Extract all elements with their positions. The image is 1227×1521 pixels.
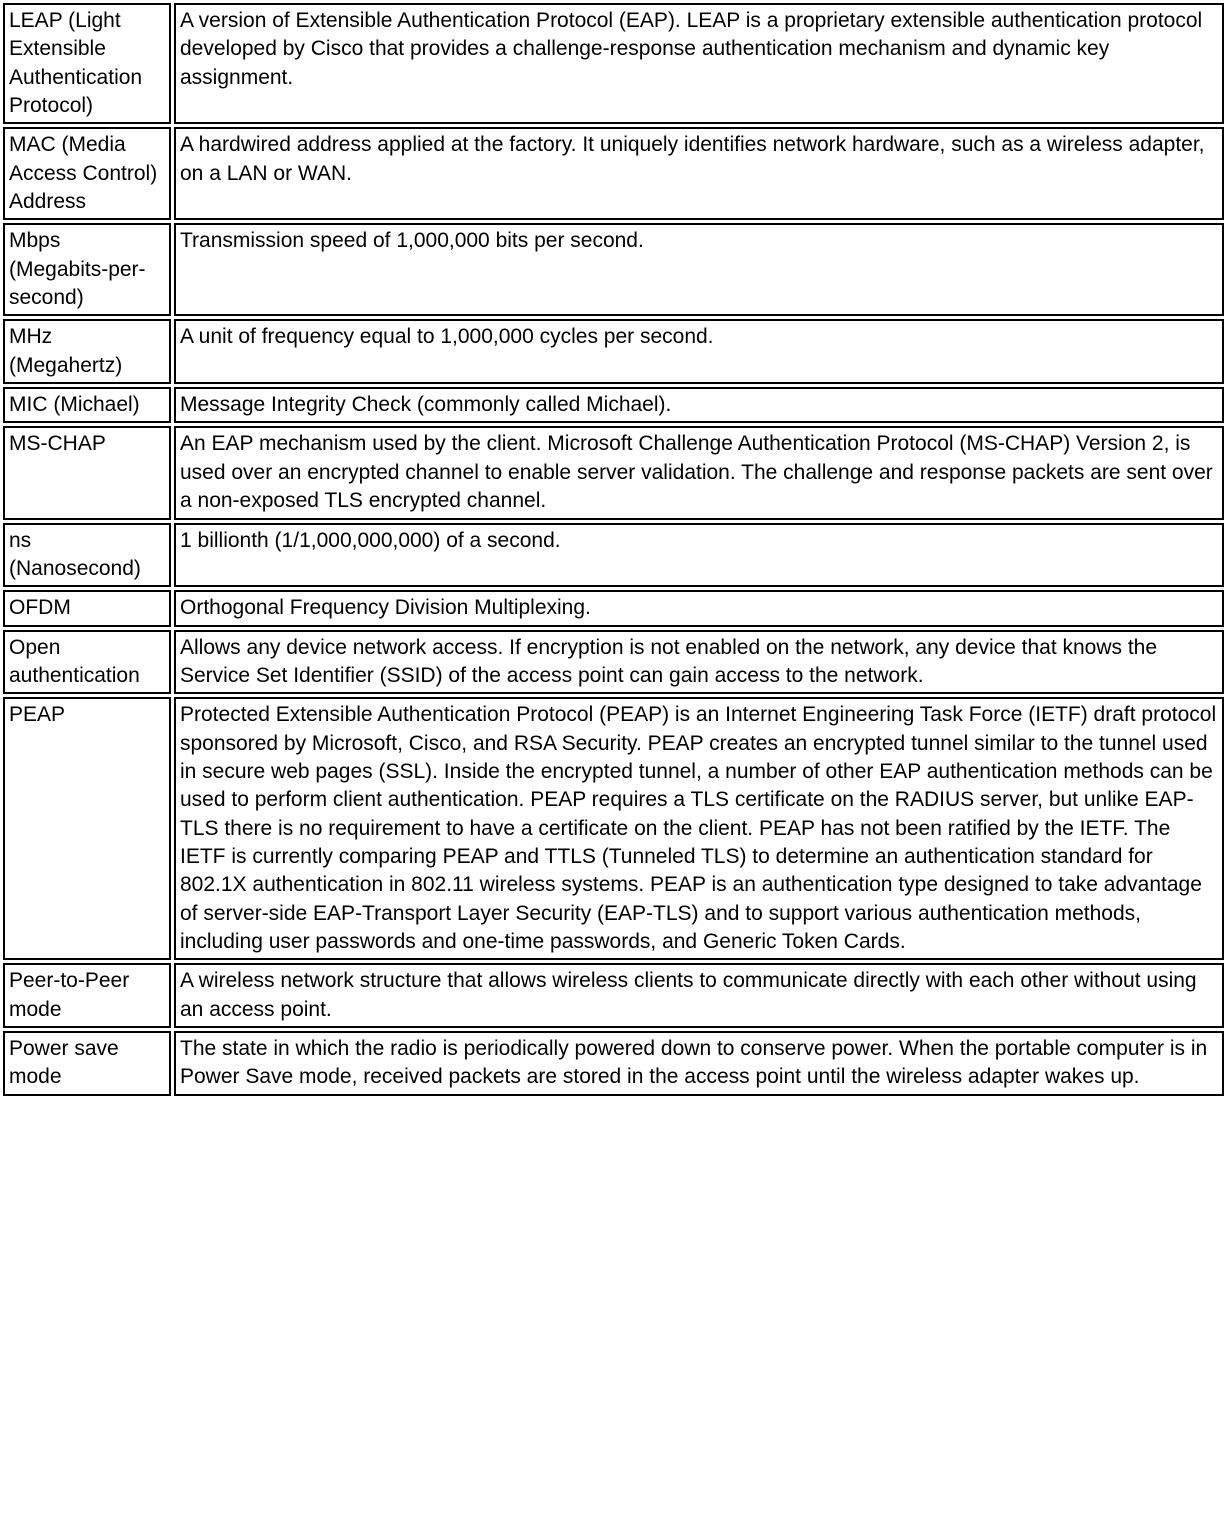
definition-cell: Transmission speed of 1,000,000 bits per…: [174, 223, 1224, 316]
term-cell: Open authentication: [3, 630, 171, 695]
term-cell: Peer-to-Peer mode: [3, 963, 171, 1028]
table-row: MS-CHAPAn EAP mechanism used by the clie…: [3, 426, 1224, 519]
term-cell: PEAP: [3, 697, 171, 960]
table-row: Peer-to-Peer modeA wireless network stru…: [3, 963, 1224, 1028]
definition-cell: A wireless network structure that allows…: [174, 963, 1224, 1028]
table-row: LEAP (Light Extensible Authentication Pr…: [3, 3, 1224, 124]
definition-cell: An EAP mechanism used by the client. Mic…: [174, 426, 1224, 519]
table-row: PEAPProtected Extensible Authentication …: [3, 697, 1224, 960]
term-cell: Mbps (Megabits-per-second): [3, 223, 171, 316]
definition-cell: Protected Extensible Authentication Prot…: [174, 697, 1224, 960]
table-row: Power save modeThe state in which the ra…: [3, 1031, 1224, 1096]
glossary-table: LEAP (Light Extensible Authentication Pr…: [0, 0, 1227, 1099]
term-cell: MAC (Media Access Control) Address: [3, 127, 171, 220]
definition-cell: 1 billionth (1/1,000,000,000) of a secon…: [174, 523, 1224, 588]
page: LEAP (Light Extensible Authentication Pr…: [0, 0, 1227, 1099]
term-cell: OFDM: [3, 590, 171, 626]
term-cell: MHz (Megahertz): [3, 319, 171, 384]
term-cell: MS-CHAP: [3, 426, 171, 519]
term-cell: LEAP (Light Extensible Authentication Pr…: [3, 3, 171, 124]
term-cell: MIC (Michael): [3, 387, 171, 423]
definition-cell: A unit of frequency equal to 1,000,000 c…: [174, 319, 1224, 384]
definition-cell: A version of Extensible Authentication P…: [174, 3, 1224, 124]
glossary-tbody: LEAP (Light Extensible Authentication Pr…: [3, 3, 1224, 1096]
definition-cell: Allows any device network access. If enc…: [174, 630, 1224, 695]
table-row: Mbps (Megabits-per-second)Transmission s…: [3, 223, 1224, 316]
table-row: Open authenticationAllows any device net…: [3, 630, 1224, 695]
table-row: MIC (Michael)Message Integrity Check (co…: [3, 387, 1224, 423]
definition-cell: A hardwired address applied at the facto…: [174, 127, 1224, 220]
term-cell: ns (Nanosecond): [3, 523, 171, 588]
table-row: MHz (Megahertz)A unit of frequency equal…: [3, 319, 1224, 384]
table-row: OFDMOrthogonal Frequency Division Multip…: [3, 590, 1224, 626]
definition-cell: Message Integrity Check (commonly called…: [174, 387, 1224, 423]
table-row: MAC (Media Access Control) AddressA hard…: [3, 127, 1224, 220]
definition-cell: The state in which the radio is periodic…: [174, 1031, 1224, 1096]
term-cell: Power save mode: [3, 1031, 171, 1096]
definition-cell: Orthogonal Frequency Division Multiplexi…: [174, 590, 1224, 626]
table-row: ns (Nanosecond)1 billionth (1/1,000,000,…: [3, 523, 1224, 588]
